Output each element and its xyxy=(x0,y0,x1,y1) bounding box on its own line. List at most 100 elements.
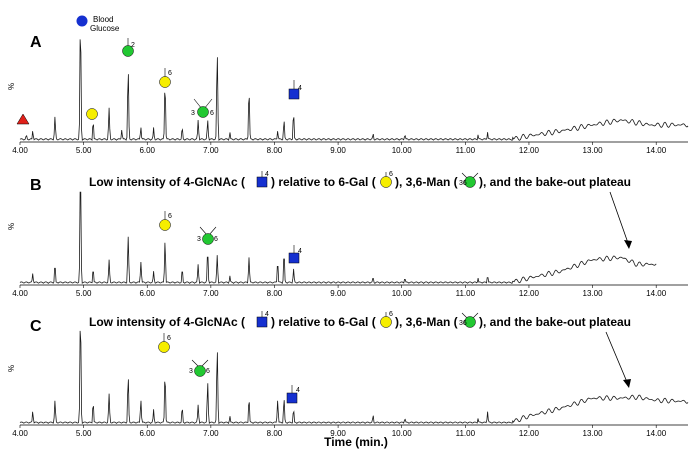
panel-b-tick-label: 6.00 xyxy=(139,289,155,298)
note-b-part3: ), 3,6-Man ( xyxy=(395,175,458,189)
blue-square-icon-a4 xyxy=(288,88,300,100)
panel-a-tick-label: 7.00 xyxy=(203,146,219,155)
yellow-circle-icon-c6 xyxy=(158,341,170,353)
yellow-circle-icon-a6 xyxy=(159,76,171,88)
panel-a-tick-label: 4.00 xyxy=(12,146,28,155)
panel-a-tick-label: 10.00 xyxy=(392,146,413,155)
blue-square-icon-c4 xyxy=(286,392,298,404)
green-circle-icon-b36 xyxy=(202,233,214,245)
panel-b-trace xyxy=(19,191,657,284)
panel-c-tick-label: 8.00 xyxy=(267,429,283,438)
panel-a-label-6: 6 xyxy=(168,70,172,77)
panel-b-tick-label: 8.00 xyxy=(267,289,283,298)
note-b-part2: ) relative to 6-Gal ( xyxy=(271,175,376,189)
panel-a: A % 4.00 5.00 6.00 7.00 8.00 9.00 10.00 11.00 12… xyxy=(7,15,689,155)
panel-b-label-3: 3 xyxy=(197,236,201,243)
red-triangle-icon xyxy=(16,113,30,125)
panel-c-tick-label: 9.00 xyxy=(330,429,346,438)
panel-b-tick-label: 13.00 xyxy=(583,289,604,298)
panel-c-tick-label: 7.00 xyxy=(203,429,219,438)
panel-a-tick-label: 6.00 xyxy=(139,146,155,155)
green-circle-icon-a36 xyxy=(197,106,209,118)
panel-b-annotations: 6 3 6 4 xyxy=(159,211,302,264)
note-c-yellow-icon xyxy=(380,316,392,328)
note-b-sym-4: 4 xyxy=(265,171,269,178)
panel-b-letter: B xyxy=(30,177,42,194)
panel-c: C % 4.00 5.00 6.00 7.00 8.00 9.00 10.00 11.00 12… xyxy=(7,311,689,438)
panel-a-tick-label: 11.00 xyxy=(456,146,476,155)
panel-a-tick-label: 9.00 xyxy=(330,146,346,155)
note-b-part1: Low intensity of 4-GlcNAc ( xyxy=(89,175,245,189)
panel-a-label-4: 4 xyxy=(298,85,302,92)
glucose-legend-icon xyxy=(76,15,88,27)
panel-b-ylabel: % xyxy=(7,223,16,230)
note-b-square-icon xyxy=(256,176,268,188)
note-c-arrow xyxy=(623,379,631,388)
panel-a-trace xyxy=(19,39,689,141)
panel-c-label-4: 4 xyxy=(296,387,300,394)
note-b-arrow xyxy=(624,240,632,249)
panel-b-tick-label: 5.00 xyxy=(76,289,92,298)
panel-b-tick-label: 14.00 xyxy=(646,289,667,298)
green-circle-icon-a2 xyxy=(122,45,134,57)
panel-c-label-6b: 6 xyxy=(206,368,210,375)
panel-c-tick-label: 14.00 xyxy=(646,429,667,438)
panel-b-label-4: 4 xyxy=(298,248,302,255)
panel-c-tick-label: 11.00 xyxy=(456,429,476,438)
panel-a-tick-label: 8.00 xyxy=(267,146,283,155)
panel-c-tick-label: 4.00 xyxy=(12,429,28,438)
x-axis-title: Time (min.) xyxy=(324,435,388,449)
note-c-green-icon xyxy=(464,316,476,328)
green-circle-icon-c36 xyxy=(194,365,206,377)
panel-c-tick-label: 5.00 xyxy=(76,429,92,438)
panel-c-tick-label: 6.00 xyxy=(139,429,155,438)
note-c-part2: ) relative to 6-Gal ( xyxy=(271,315,376,329)
panel-c-label-6: 6 xyxy=(167,335,171,342)
note-b-yellow-icon xyxy=(380,176,392,188)
panel-b-label-6b: 6 xyxy=(214,236,218,243)
panel-a-annotations: Blood Glucose 2 6 3 6 4 xyxy=(16,15,302,125)
panel-b-tick-label: 11.00 xyxy=(456,289,476,298)
note-c-part1: Low intensity of 4-GlcNAc ( xyxy=(89,315,245,329)
panel-a-letter: A xyxy=(30,34,42,51)
note-c-part3: ), 3,6-Man ( xyxy=(395,315,458,329)
panel-a-tick-label: 12.00 xyxy=(519,146,540,155)
note-c-square-icon xyxy=(256,316,268,328)
panel-b-tick-label: 12.00 xyxy=(519,289,540,298)
panel-a-tick-label: 13.00 xyxy=(583,146,604,155)
blue-square-icon-b4 xyxy=(288,252,300,264)
panel-b-note: Low intensity of 4-GlcNAc ( 4 ) relative… xyxy=(89,171,632,249)
panel-c-note: Low intensity of 4-GlcNAc ( 4 ) relative… xyxy=(89,311,631,388)
panel-a-ylabel: % xyxy=(7,83,16,90)
panel-c-tick-label: 13.00 xyxy=(583,429,604,438)
panel-a-tick-label: 14.00 xyxy=(646,146,667,155)
note-c-sym-6: 6 xyxy=(389,311,393,318)
note-b-sym-6: 6 xyxy=(389,171,393,178)
note-c-sym-36: 36 xyxy=(459,320,467,327)
panel-c-tick-label: 12.00 xyxy=(519,429,540,438)
panel-a-tick-label: 5.00 xyxy=(76,146,92,155)
panel-b: B % 4.00 5.00 6.00 7.00 8.00 9.00 10.00 11.00 12… xyxy=(7,171,688,298)
note-c-part4: ), and the bake-out plateau xyxy=(479,315,631,329)
panel-b-tick-label: 7.00 xyxy=(203,289,219,298)
panel-c-trace xyxy=(19,330,689,425)
note-c-sym-4: 4 xyxy=(265,311,269,318)
panel-c-label-3: 3 xyxy=(189,368,193,375)
panel-b-label-6: 6 xyxy=(168,213,172,220)
note-b-part4: ), and the bake-out plateau xyxy=(479,175,631,189)
glucose-legend-label: Blood Glucose xyxy=(90,15,120,33)
panel-b-tick-label: 4.00 xyxy=(12,289,28,298)
panel-b-tick-label: 10.00 xyxy=(392,289,413,298)
panel-a-label-6b: 6 xyxy=(210,110,214,117)
yellow-circle-icon-a1 xyxy=(86,108,98,120)
panel-c-tick-label: 10.00 xyxy=(392,429,413,438)
panel-c-ylabel: % xyxy=(7,365,16,372)
panel-c-annotations: 6 3 6 4 xyxy=(158,333,300,404)
yellow-circle-icon-b6 xyxy=(159,219,171,231)
note-b-green-icon xyxy=(464,176,476,188)
svg-text:Low intensity of 4-GlcNAc (: Low intensity of 4-GlcNAc ( xyxy=(89,175,245,189)
panel-a-label-3: 3 xyxy=(191,110,195,117)
panel-b-tick-label: 9.00 xyxy=(330,289,346,298)
note-b-sym-36: 36 xyxy=(459,180,467,187)
